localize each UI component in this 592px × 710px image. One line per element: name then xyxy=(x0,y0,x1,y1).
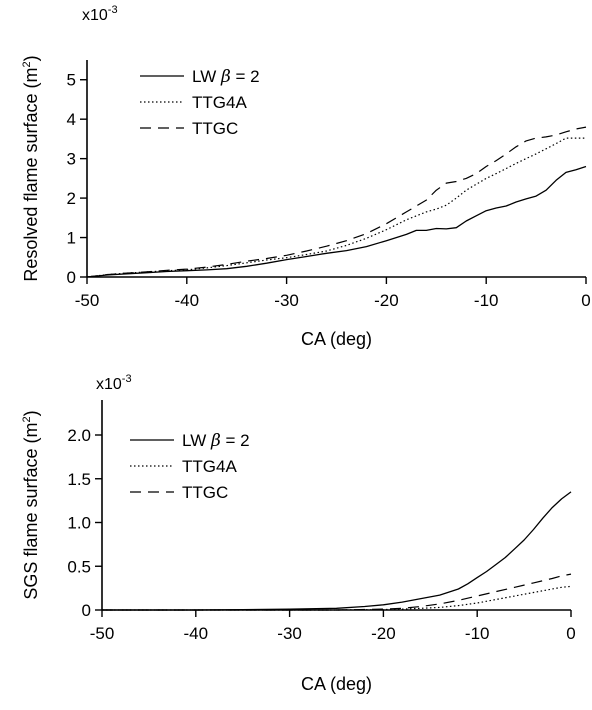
x-tick-label: -20 xyxy=(371,624,396,643)
y-tick-label: 5 xyxy=(67,71,76,90)
y-axis-label: Resolved flame surface (m2) xyxy=(21,55,41,281)
chart-panel-2: 0 0.5 1.0 1.5 2.0 -50 -40 -30 -20 -10 0 CA (deg) SGS… xyxy=(21,373,576,694)
series-line-ttgc xyxy=(86,126,587,278)
x-tick-label: -50 xyxy=(90,624,115,643)
x-tick-label: -30 xyxy=(274,291,299,310)
x-axis-label: CA (deg) xyxy=(301,674,372,694)
legend-label: TTGC xyxy=(182,483,228,502)
y-tick-label: 2 xyxy=(67,189,76,208)
x-tick-label: 0 xyxy=(581,291,590,310)
series-line-ttgc xyxy=(102,573,572,611)
x-tick-label: -30 xyxy=(277,624,302,643)
legend: LW β = 2 TTG4A TTGC xyxy=(140,67,260,138)
x-tick-label: -10 xyxy=(474,291,499,310)
legend: LW β = 2 TTG4A TTGC xyxy=(130,431,250,502)
series-line-ttg4a xyxy=(86,137,586,278)
x-tick-label: -40 xyxy=(175,291,200,310)
x-tick-label: -50 xyxy=(75,291,100,310)
legend-label: TTGC xyxy=(192,119,238,138)
legend-label: TTG4A xyxy=(192,93,247,112)
x-axis-label: CA (deg) xyxy=(301,329,372,349)
y-tick-label: 1.0 xyxy=(67,514,91,533)
series-line-lw xyxy=(102,491,572,611)
y-axis-label: SGS flame surface (m2) xyxy=(21,410,41,599)
y-tick-label: 0.5 xyxy=(67,557,91,576)
axis-multiplier: x10-3 xyxy=(96,373,132,393)
x-tick-label: -40 xyxy=(184,624,209,643)
y-tick-label: 3 xyxy=(67,150,76,169)
legend-label: LW β = 2 xyxy=(192,67,260,87)
x-tick-label: 0 xyxy=(566,624,575,643)
axis-multiplier: x10-3 xyxy=(82,4,118,24)
series-line-lw xyxy=(86,165,587,278)
y-tick-label: 1 xyxy=(67,229,76,248)
y-tick-label: 0 xyxy=(82,601,91,620)
y-tick-label: 0 xyxy=(67,268,76,287)
legend-label: LW β = 2 xyxy=(182,431,250,451)
chart-panel-1: 0 1 2 3 4 5 -50 -40 -30 -20 -10 0 CA (deg) Resolved f… xyxy=(21,4,591,349)
x-tick-label: -20 xyxy=(374,291,399,310)
y-tick-label: 1.5 xyxy=(67,470,91,489)
x-tick-label: -10 xyxy=(465,624,490,643)
y-tick-label: 2.0 xyxy=(67,426,91,445)
y-tick-label: 4 xyxy=(67,110,76,129)
legend-label: TTG4A xyxy=(182,457,237,476)
